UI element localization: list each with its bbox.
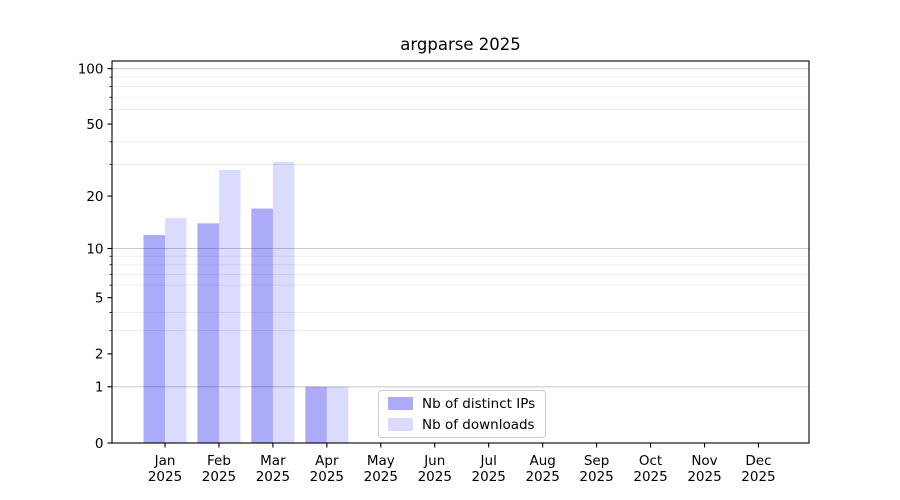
y-tick-label: 0 [95,436,104,452]
bar-apr-distinct-ips [305,386,327,443]
legend-item-distinct-ips: Nb of distinct IPs [388,396,536,412]
x-tick-label-year: 2025 [364,469,398,485]
bar-feb-downloads [218,169,241,444]
x-tick-label-year: 2025 [472,469,506,485]
bar-apr-downloads [326,386,349,443]
x-tick-label-month: Feb [207,453,231,469]
legend-label-downloads: Nb of downloads [422,416,535,433]
x-tick-label-month: Jul [480,453,497,469]
bar-jan-downloads [165,218,187,443]
bar-mar-distinct-ips [251,208,273,443]
x-tick-label-month: Sep [584,453,609,469]
chart-title: argparse 2025 [400,35,521,54]
x-tick-label-year: 2025 [687,469,721,485]
axes-spines [111,60,810,444]
legend-label-distinct-ips: Nb of distinct IPs [422,395,536,412]
x-tick-label-year: 2025 [418,469,452,485]
legend: Nb of distinct IPs Nb of downloads [378,390,546,438]
legend-item-downloads: Nb of downloads [388,417,536,433]
x-tick-label-year: 2025 [256,469,290,485]
x-tick-label-month: Apr [315,453,339,469]
y-tick-label: 2 [95,347,104,363]
x-tick-label-year: 2025 [310,469,344,485]
x-tick-label-year: 2025 [148,469,182,485]
y-tick-label: 1 [95,380,104,396]
legend-swatch-downloads [388,418,413,431]
y-tick-label: 50 [86,117,103,133]
bar-jan-distinct-ips [143,234,165,443]
x-tick-label-year: 2025 [579,469,613,485]
x-tick-label-month: Jun [423,453,445,469]
bar-mar-downloads [272,161,295,444]
x-tick-label-month: Oct [639,453,662,469]
x-tick-label-year: 2025 [633,469,667,485]
x-tick-label-month: Mar [260,453,286,469]
x-tick-label-month: Aug [529,453,555,469]
y-tick-label: 5 [95,290,104,306]
x-tick-label-month: Dec [745,453,771,469]
x-tick-label-year: 2025 [741,469,775,485]
x-tick-label-year: 2025 [525,469,559,485]
x-tick-label-month: Jan [154,453,176,469]
x-tick-label-year: 2025 [202,469,236,485]
y-tick-label: 100 [78,61,104,77]
x-tick-label-month: Nov [691,453,717,469]
legend-swatch-distinct-ips [388,397,413,410]
y-tick-label: 20 [86,189,103,205]
bar-feb-distinct-ips [197,223,219,443]
y-tick-label: 10 [86,241,103,257]
x-tick-label-month: May [367,453,395,469]
